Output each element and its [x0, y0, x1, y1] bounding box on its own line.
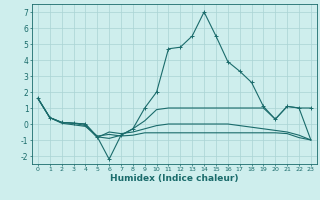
X-axis label: Humidex (Indice chaleur): Humidex (Indice chaleur)	[110, 174, 239, 183]
